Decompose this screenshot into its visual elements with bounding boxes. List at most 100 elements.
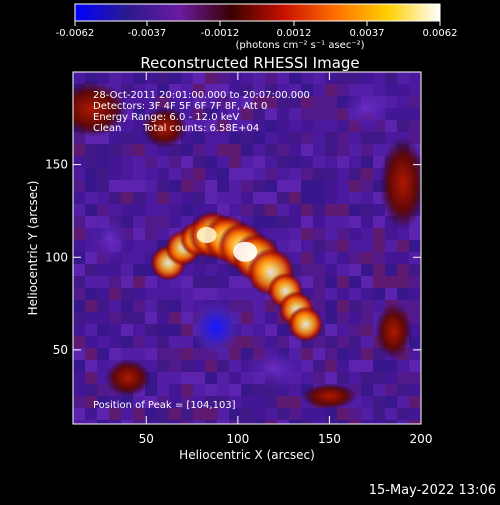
- heatmap-cell: [325, 420, 337, 424]
- heatmap-cell: [289, 228, 301, 240]
- heatmap-cell: [97, 264, 109, 276]
- heatmap-cell: [85, 180, 97, 192]
- heatmap-cell: [253, 420, 265, 424]
- heatmap-cell: [361, 156, 373, 168]
- heatmap-cell: [409, 324, 421, 336]
- heatmap-cell: [277, 180, 289, 192]
- heatmap-cell: [85, 156, 97, 168]
- heatmap-cell: [157, 360, 169, 372]
- heatmap-cell: [145, 336, 157, 348]
- heatmap-cell: [385, 420, 397, 424]
- heatmap-cell: [193, 204, 205, 216]
- heatmap-cell: [193, 108, 205, 120]
- heatmap-cell: [217, 396, 229, 408]
- heatmap-cell: [229, 180, 241, 192]
- heatmap-cell: [97, 312, 109, 324]
- heatmap-cell: [145, 396, 157, 408]
- heatmap-cell: [337, 312, 349, 324]
- annotation-clean: Clean: [93, 123, 121, 134]
- heatmap-cell: [205, 156, 217, 168]
- heatmap-cell: [217, 408, 229, 420]
- heatmap-cell: [229, 420, 241, 424]
- heatmap-cell: [145, 216, 157, 228]
- heatmap-cell: [325, 132, 337, 144]
- heatmap-cell: [397, 276, 409, 288]
- heatmap-cell: [73, 228, 85, 240]
- heatmap-cell: [253, 180, 265, 192]
- loop-blob: [287, 305, 324, 342]
- heatmap-cell: [325, 84, 337, 96]
- heatmap-cell: [373, 240, 385, 252]
- heatmap-cell: [73, 288, 85, 300]
- peak-core: [233, 241, 258, 262]
- heatmap-cell: [193, 360, 205, 372]
- heatmap-cell: [193, 408, 205, 420]
- heatmap-cell: [301, 96, 313, 108]
- heatmap-cell: [109, 168, 121, 180]
- heatmap-cell: [253, 96, 265, 108]
- heatmap-cell: [289, 84, 301, 96]
- heatmap-cell: [409, 312, 421, 324]
- heatmap-cell: [277, 72, 289, 84]
- heatmap-cell: [205, 288, 217, 300]
- heatmap-cell: [73, 180, 85, 192]
- heatmap-cell: [301, 132, 313, 144]
- heatmap-cell: [169, 408, 181, 420]
- heatmap-cell: [325, 312, 337, 324]
- heatmap-cell: [241, 300, 253, 312]
- heatmap-cell: [337, 156, 349, 168]
- heatmap-cell: [385, 408, 397, 420]
- heatmap-cell: [337, 168, 349, 180]
- heatmap-cell: [121, 324, 133, 336]
- y-tick-label: 150: [45, 158, 68, 172]
- heatmap-cell: [241, 108, 253, 120]
- heatmap-cell: [289, 144, 301, 156]
- heatmap-cell: [361, 72, 373, 84]
- heatmap-cell: [301, 120, 313, 132]
- heatmap-cell: [97, 144, 109, 156]
- heatmap-cell: [205, 360, 217, 372]
- heatmap-cell: [301, 180, 313, 192]
- heatmap-cell: [265, 408, 277, 420]
- heatmap-cell: [73, 420, 85, 424]
- heatmap-cell: [97, 156, 109, 168]
- heatmap-cell: [325, 360, 337, 372]
- heatmap-cell: [73, 372, 85, 384]
- heatmap-cell: [157, 192, 169, 204]
- heatmap-cell: [181, 72, 193, 84]
- heatmap-cell: [229, 108, 241, 120]
- heatmap-cell: [181, 180, 193, 192]
- heatmap-cell: [385, 72, 397, 84]
- heatmap-cell: [373, 396, 385, 408]
- red-patch: [379, 136, 421, 230]
- heatmap-cell: [157, 216, 169, 228]
- heatmap-cell: [301, 72, 313, 84]
- heatmap-cell: [325, 216, 337, 228]
- heatmap-cell: [97, 288, 109, 300]
- heatmap-cell: [205, 420, 217, 424]
- heatmap-cell: [121, 204, 133, 216]
- heatmap-cell: [313, 132, 325, 144]
- heatmap-cell: [373, 408, 385, 420]
- heatmap-cell: [325, 168, 337, 180]
- heatmap-cell: [109, 300, 121, 312]
- heatmap-cell: [85, 408, 97, 420]
- heatmap-cell: [313, 360, 325, 372]
- heatmap-cell: [145, 300, 157, 312]
- heatmap-cell: [109, 312, 121, 324]
- heatmap-cell: [73, 264, 85, 276]
- heatmap-cell: [169, 84, 181, 96]
- heatmap-cell: [145, 288, 157, 300]
- heatmap-cell: [193, 144, 205, 156]
- heatmap-cell: [145, 408, 157, 420]
- heatmap-cell: [169, 300, 181, 312]
- heatmap-cell: [181, 420, 193, 424]
- heatmap-cell: [361, 204, 373, 216]
- heatmap-cell: [169, 168, 181, 180]
- heatmap-cell: [97, 384, 109, 396]
- colorbar-tick-label: 0.0037: [350, 28, 385, 39]
- heatmap-cell: [169, 288, 181, 300]
- heatmap-cell: [361, 264, 373, 276]
- heatmap-cell: [289, 96, 301, 108]
